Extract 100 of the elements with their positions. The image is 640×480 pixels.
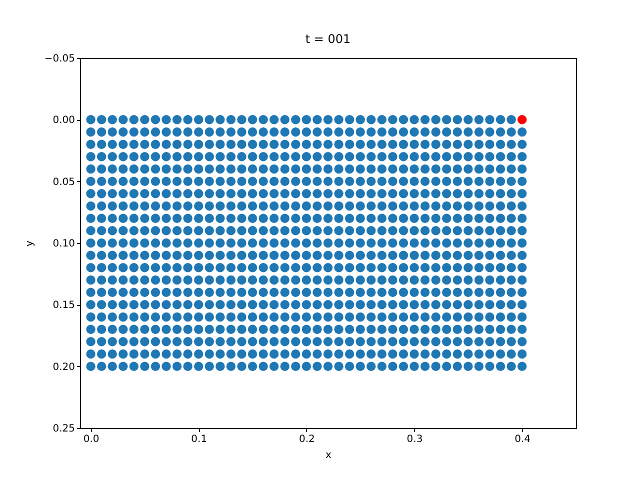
point (410, 288, 419, 297)
point (162, 115, 171, 124)
point (312, 189, 322, 198)
point (366, 263, 376, 272)
point (442, 226, 452, 236)
point (312, 164, 322, 174)
point (194, 201, 204, 211)
point (506, 288, 516, 297)
point (377, 288, 387, 297)
point (410, 238, 419, 248)
point (140, 140, 150, 149)
point (258, 250, 268, 260)
point (442, 337, 452, 346)
x-tick-label: 0.0 (83, 434, 100, 445)
point (366, 300, 376, 310)
point (280, 275, 290, 285)
point (204, 312, 214, 322)
point (86, 140, 96, 149)
point (344, 337, 354, 346)
point (291, 201, 300, 211)
point (312, 263, 322, 272)
point (356, 214, 365, 223)
point (356, 362, 365, 371)
point (150, 214, 160, 223)
point (506, 176, 516, 186)
point (269, 189, 279, 198)
point (204, 152, 214, 162)
point (366, 250, 376, 260)
point (183, 201, 192, 211)
point (258, 176, 268, 186)
point (452, 312, 462, 322)
point (464, 312, 473, 322)
point (129, 349, 139, 359)
point (118, 324, 128, 334)
point (150, 288, 160, 297)
point (194, 140, 204, 149)
point (172, 275, 182, 285)
point (280, 176, 290, 186)
point (431, 127, 440, 137)
point (108, 176, 117, 186)
point (485, 164, 494, 174)
point (269, 324, 279, 334)
point (280, 349, 290, 359)
point (280, 312, 290, 322)
point (464, 164, 473, 174)
point (398, 152, 408, 162)
point (194, 164, 204, 174)
point (86, 201, 96, 211)
point (344, 349, 354, 359)
point (410, 189, 419, 198)
point (183, 176, 192, 186)
point (431, 164, 440, 174)
point (442, 362, 452, 371)
point (398, 349, 408, 359)
point (410, 152, 419, 162)
point (248, 189, 258, 198)
point (474, 349, 484, 359)
point (398, 312, 408, 322)
point (485, 140, 494, 149)
point (108, 201, 117, 211)
point (172, 263, 182, 272)
point (258, 214, 268, 223)
point (269, 362, 279, 371)
point (108, 189, 117, 198)
point (398, 324, 408, 334)
point (323, 214, 333, 223)
point (431, 362, 440, 371)
point (216, 324, 225, 334)
point (344, 263, 354, 272)
point (291, 362, 300, 371)
point (216, 140, 225, 149)
point (388, 176, 398, 186)
point (204, 238, 214, 248)
point (452, 300, 462, 310)
point (258, 238, 268, 248)
point (356, 201, 365, 211)
point (226, 312, 236, 322)
point (377, 189, 387, 198)
point (366, 189, 376, 198)
point (204, 250, 214, 260)
point (96, 250, 106, 260)
point (356, 115, 365, 124)
point (280, 300, 290, 310)
point (86, 275, 96, 285)
point (280, 324, 290, 334)
point (323, 337, 333, 346)
point (452, 201, 462, 211)
point (280, 238, 290, 248)
point (323, 189, 333, 198)
point (108, 214, 117, 223)
point (150, 189, 160, 198)
point (356, 152, 365, 162)
y-tick-label: −0.05 (44, 54, 75, 64)
point (269, 176, 279, 186)
point (183, 349, 192, 359)
point (431, 324, 440, 334)
point (162, 140, 171, 149)
point (366, 201, 376, 211)
point (517, 189, 527, 198)
point (108, 288, 117, 297)
